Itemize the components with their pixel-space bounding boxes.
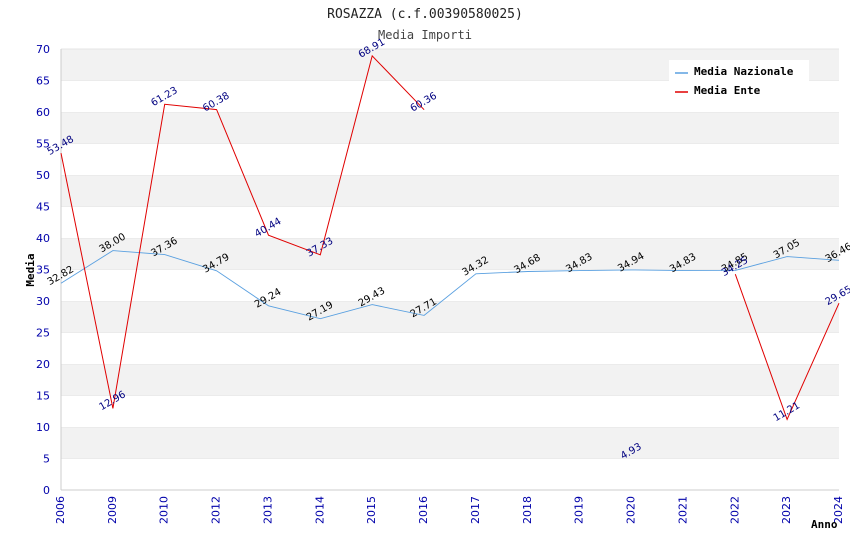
grid-band [61, 206, 839, 238]
x-tick-label: 2024 [832, 496, 845, 524]
y-tick-label: 35 [36, 264, 50, 277]
y-tick-label: 60 [36, 106, 50, 119]
grid-band [61, 301, 839, 333]
legend-label-naz: Media Nazionale [694, 65, 794, 78]
grid-band [61, 112, 839, 144]
y-tick-label: 55 [36, 138, 50, 151]
grid-band [61, 143, 839, 175]
x-tick-label: 2020 [625, 496, 638, 524]
x-tick-label: 2018 [521, 496, 534, 524]
series-line [60, 54, 425, 409]
grid-band [61, 175, 839, 207]
y-tick-label: 25 [36, 327, 50, 340]
x-tick-label: 2023 [780, 496, 793, 524]
y-tick-label: 10 [36, 421, 50, 434]
y-axis-title: Media [24, 253, 37, 286]
x-tick-label: 2019 [573, 496, 586, 524]
x-tick-label: 2014 [313, 496, 326, 524]
y-tick-label: 5 [43, 453, 50, 466]
grid-band [61, 458, 839, 490]
grid-band [61, 395, 839, 427]
series-lines [60, 54, 840, 421]
grid-band [61, 332, 839, 364]
series-line [734, 274, 840, 421]
x-tick-label: 2006 [54, 496, 67, 524]
grid-band [61, 238, 839, 270]
x-tick-label: 2010 [158, 496, 171, 524]
axes [60, 49, 839, 491]
x-axis-title: Anno [811, 518, 838, 531]
y-tick-label: 30 [36, 295, 50, 308]
y-tick-label: 20 [36, 358, 50, 371]
chart-subtitle: Media Importi [378, 28, 472, 42]
y-tick-label: 45 [36, 201, 50, 214]
x-tick-label: 2016 [417, 496, 430, 524]
legend-box [669, 60, 809, 102]
grid-band [61, 427, 839, 459]
x-tick-label: 2015 [365, 496, 378, 524]
legend: Media Nazionale Media Ente [669, 60, 809, 102]
y-tick-label: 70 [36, 43, 50, 56]
x-tick-labels: 2006 2009 2010 2012 2013 2014 2015 2016 2017 2018… [54, 496, 845, 524]
x-tick-label: 2013 [261, 496, 274, 524]
x-tick-label: 2022 [728, 496, 741, 524]
chart-title: ROSAZZA (c.f.00390580025) [327, 7, 523, 22]
y-tick-label: 15 [36, 390, 50, 403]
grid-band [61, 364, 839, 396]
x-tick-label: 2017 [469, 496, 482, 524]
series-line [60, 250, 840, 320]
x-tick-label: 2012 [210, 496, 223, 524]
y-tick-labels: 0 5 10 15 20 25 30 35 40 45 50 55 60 65 70 [36, 43, 50, 497]
x-tick-label: 2009 [106, 496, 119, 524]
y-tick-label: 40 [36, 232, 50, 245]
x-tick-label: 2021 [676, 496, 689, 524]
legend-label-ente: Media Ente [694, 84, 761, 97]
y-tick-label: 50 [36, 169, 50, 182]
y-tick-label: 0 [43, 484, 50, 497]
y-tick-label: 65 [36, 75, 50, 88]
grid-band [61, 269, 839, 301]
